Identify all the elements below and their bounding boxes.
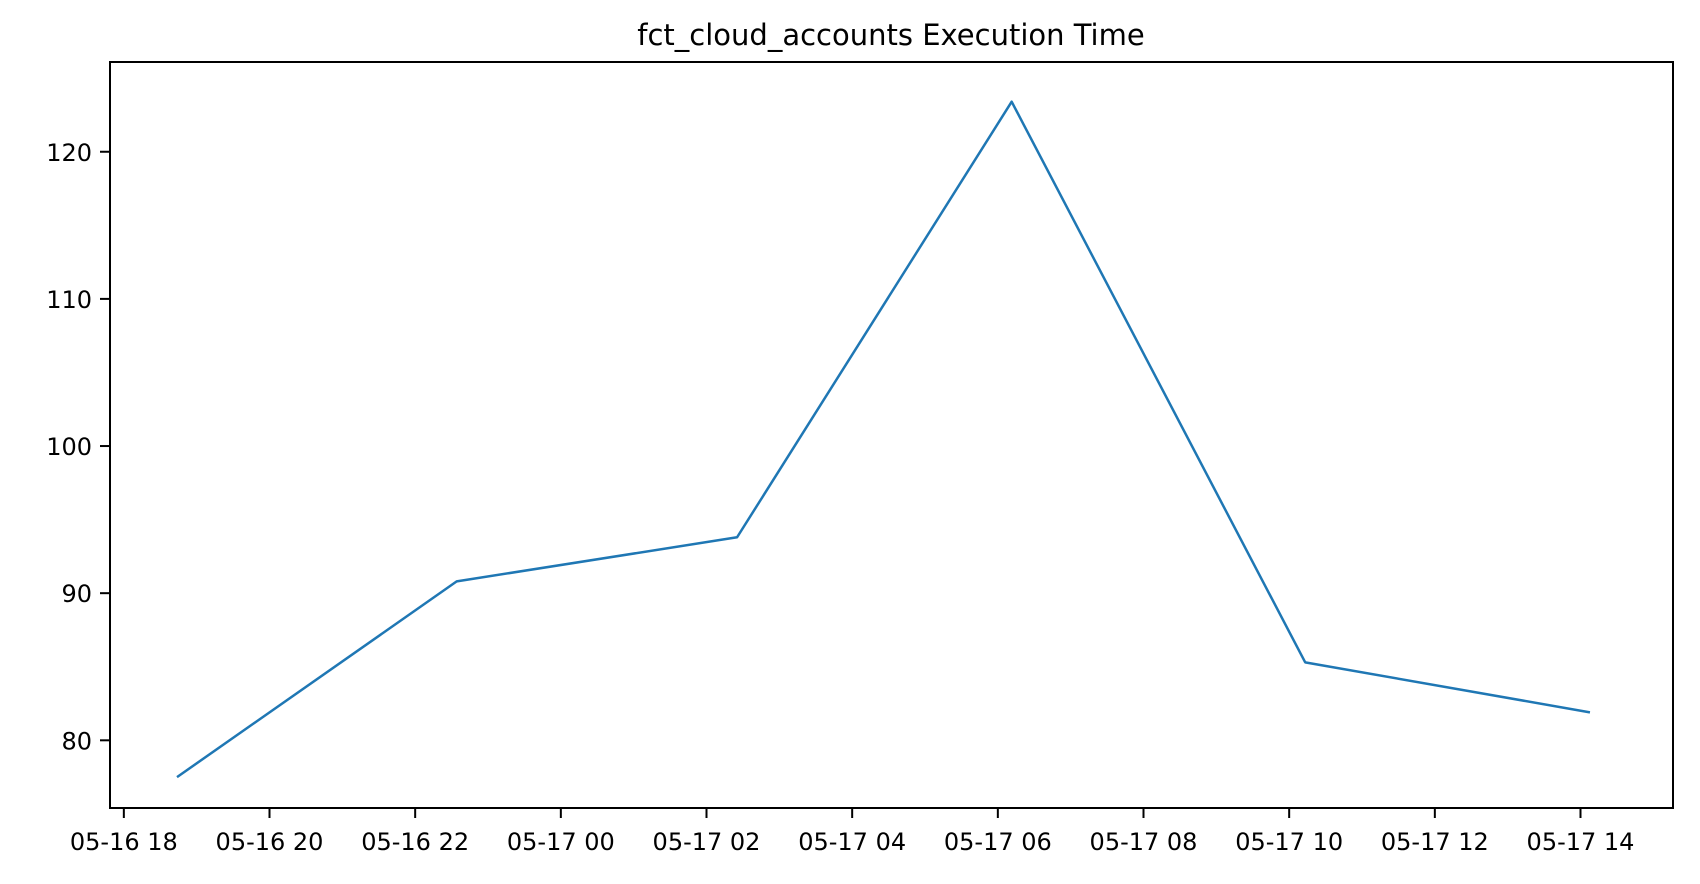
x-tick-label: 05-16 20	[216, 828, 324, 856]
y-tick-label: 90	[61, 580, 92, 608]
x-tick-label: 05-16 22	[361, 828, 469, 856]
x-tick-label: 05-17 14	[1527, 828, 1635, 856]
execution-time-line	[176, 100, 1591, 779]
x-tick-label: 05-17 12	[1381, 828, 1489, 856]
x-tick-label: 05-16 18	[70, 828, 178, 856]
x-tick-label: 05-17 04	[798, 828, 906, 856]
plot-area: 05-16 18 05-16 20 05-16 22 05-17 00 05-17 02…	[46, 61, 1674, 856]
x-tick-label: 05-17 06	[944, 828, 1052, 856]
y-tick-label: 80	[61, 727, 92, 755]
y-tick-label: 110	[46, 286, 92, 314]
x-tick-label: 05-17 02	[653, 828, 761, 856]
chart-title: fct_cloud_accounts Execution Time	[637, 18, 1144, 52]
y-tick-label: 100	[46, 433, 92, 461]
x-tick-label: 05-17 08	[1090, 828, 1198, 856]
x-tick-label: 05-17 10	[1235, 828, 1343, 856]
x-tick-label: 05-17 00	[507, 828, 615, 856]
y-tick-label: 120	[46, 139, 92, 167]
axes-box	[109, 61, 1674, 809]
